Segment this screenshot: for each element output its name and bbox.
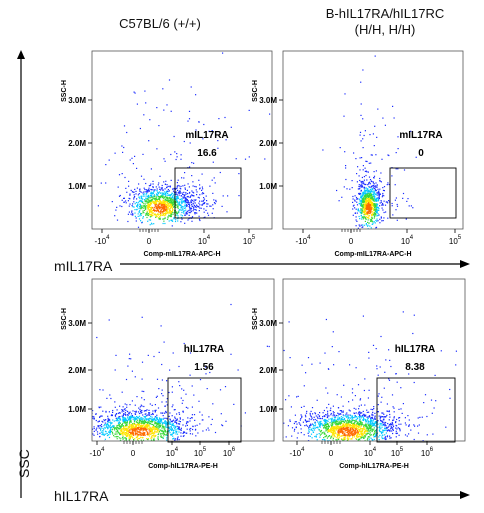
gate-box	[174, 167, 242, 219]
gate-value: 0	[418, 148, 424, 159]
row-label-mil17ra: mIL17RA	[54, 258, 113, 274]
plot-frame	[91, 50, 273, 230]
y-axis-label: SSC-H	[61, 80, 68, 102]
y-tick-label: 3.0M	[259, 319, 277, 328]
event-dots	[283, 311, 457, 441]
x-tick-label: -104	[296, 235, 312, 246]
plot-frame	[91, 278, 275, 442]
column-title-humanized-line1: B-hIL17RA/hIL17RC	[325, 6, 445, 21]
y-tick-label: 2.0M	[259, 366, 277, 375]
x-tick-label: -104	[95, 235, 111, 246]
event-dots	[322, 55, 417, 229]
x-tick-exponent: 4	[410, 235, 414, 241]
x-tick-label: 104	[401, 235, 414, 246]
x-tick-label: 105	[391, 447, 404, 458]
x-tick-label: -104	[90, 447, 106, 458]
y-axis-label: SSC-H	[252, 80, 259, 102]
x-tick-exponent: 4	[373, 447, 377, 453]
gate-value: 8.38	[405, 362, 425, 373]
x-tick-exponent: 4	[207, 235, 211, 241]
y-tick-label: 3.0M	[68, 319, 86, 328]
x-tick-exponent: 4	[175, 447, 179, 453]
x-tick-exponent: 4	[106, 235, 110, 241]
y-axis-label: SSC-H	[252, 308, 259, 330]
x-tick-label: 104	[166, 447, 179, 458]
gate-box	[389, 167, 457, 219]
gate-box	[376, 377, 456, 443]
x-tick-label: 0	[131, 449, 136, 458]
x-tick-exponent: 5	[252, 235, 256, 241]
y-tick-label: 1.0M	[68, 182, 86, 191]
x-tick-label: 104	[198, 235, 211, 246]
y-tick-label: 3.0M	[259, 96, 277, 105]
y-axis-label: SSC-H	[61, 308, 68, 330]
x-tick-exponent: 5	[458, 235, 462, 241]
gate-label: hIL17RA	[395, 344, 436, 355]
gate-box	[167, 377, 242, 443]
x-axis-label: Comp-mIL17RA-APC-H	[335, 251, 412, 258]
plot-frame	[282, 50, 464, 230]
event-dots	[97, 52, 271, 228]
y-tick-label: 1.0M	[259, 405, 277, 414]
column-title-humanized: B-hIL17RA/hIL17RC (H/H, H/H)	[300, 6, 470, 38]
x-tick-label: 106	[223, 447, 236, 458]
plot-frame	[282, 278, 466, 442]
hil17ra-axis-arrow	[120, 491, 470, 499]
x-axis-label: Comp-hIL17RA-PE-H	[339, 463, 409, 470]
y-tick-label: 1.0M	[68, 405, 86, 414]
x-tick-exponent: 4	[307, 235, 311, 241]
event-dots	[92, 303, 270, 441]
x-tick-label: 105	[194, 447, 207, 458]
x-tick-label: 105	[243, 235, 256, 246]
y-tick-label: 1.0M	[259, 182, 277, 191]
x-tick-label: -104	[290, 447, 306, 458]
ssc-axis-label: SSC	[16, 449, 32, 478]
ssc-axis-arrow	[17, 50, 25, 498]
gate-label: mIL17RA	[399, 130, 442, 141]
x-tick-exponent: 5	[400, 447, 404, 453]
gate-value: 1.56	[194, 362, 214, 373]
x-tick-exponent: 5	[203, 447, 207, 453]
y-tick-label: 2.0M	[259, 139, 277, 148]
x-tick-label: 105	[449, 235, 462, 246]
x-tick-label: 0	[329, 449, 334, 458]
x-tick-exponent: 6	[430, 447, 434, 453]
y-tick-label: 2.0M	[68, 139, 86, 148]
x-axis-label: Comp-mIL17RA-APC-H	[144, 251, 221, 258]
x-tick-exponent: 4	[301, 447, 305, 453]
column-title-wildtype: C57BL/6 (+/+)	[119, 16, 201, 31]
row-label-hil17ra: hIL17RA	[54, 488, 109, 504]
y-tick-label: 3.0M	[68, 96, 86, 105]
mil17ra-axis-arrow	[120, 260, 470, 268]
x-tick-exponent: 6	[232, 447, 236, 453]
gate-label: hIL17RA	[184, 344, 225, 355]
y-tick-label: 2.0M	[68, 366, 86, 375]
x-axis-label: Comp-hIL17RA-PE-H	[148, 463, 218, 470]
x-tick-label: 104	[364, 447, 377, 458]
gate-label: mIL17RA	[185, 130, 228, 141]
x-tick-label: 106	[421, 447, 434, 458]
x-tick-label: 0	[349, 237, 354, 246]
x-tick-exponent: 4	[101, 447, 105, 453]
x-tick-label: 0	[147, 237, 152, 246]
gate-value: 16.6	[197, 148, 217, 159]
column-title-humanized-line2: (H/H, H/H)	[354, 22, 416, 37]
